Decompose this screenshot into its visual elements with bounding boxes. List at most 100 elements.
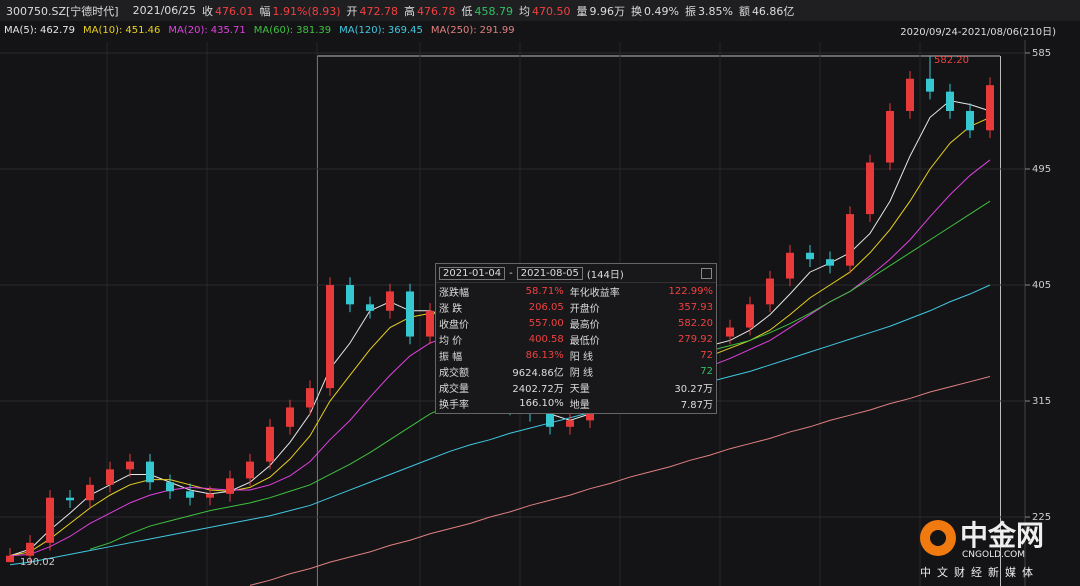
ma-line [249,376,991,586]
candle-body [826,259,834,266]
legend-value: 291.99 [479,24,515,36]
candle-body [926,78,934,92]
y-tick-label: 405 [1032,280,1051,291]
candle-body [126,461,134,470]
close-button[interactable] [701,267,712,279]
stat-value: 279.92 [678,333,713,345]
legend-name: MA(120): [339,24,385,36]
quote-field: 均 470.50 [519,3,571,19]
candle-body [246,461,254,479]
legend-value: 369.45 [387,24,423,36]
quote-field: 收 476.01 [202,3,254,19]
field-label: 幅 [259,4,271,18]
day-count: (144日) [586,269,624,281]
legend-entry: MA(120): 369.45 [339,25,423,36]
stat-value: 582.20 [678,317,713,329]
legend-value: 381.39 [296,24,332,36]
field-value: 476.01 [215,4,254,18]
stats-row: 均 价 400.58 最低价 279.92 [436,331,716,347]
stat-label: 均 价 [439,335,463,347]
stat-label: 成交额 [439,367,469,379]
quote-field: 低 458.79 [462,3,514,19]
stat-value: 9624.86亿 [512,367,564,379]
quote-field: 开 472.78 [347,3,399,19]
stat-label: 年化收益率 [569,287,620,299]
stat-value: 30.27万 [674,383,713,395]
stats-row: 成交量 2402.72万 天量 30.27万 [436,379,716,395]
stat-value: 557.00 [528,317,564,329]
candle-body [726,327,734,337]
field-value: 476.78 [417,4,456,18]
field-label: 额 [738,4,750,18]
stats-row: 收盘价 557.00 最高价 582.20 [436,315,716,331]
legend-name: MA(10): [83,24,123,36]
field-label: 换 [631,4,643,18]
field-label: 开 [346,4,358,18]
brand: 中金网 [960,519,1045,552]
legend-entry: MA(20): 435.71 [168,25,245,36]
candle-body [186,491,194,498]
candle-body [906,78,914,111]
annotation: 582.20 [934,55,969,66]
candle-body [286,407,294,427]
legend-value: 451.46 [125,24,161,36]
legend-entry: MA(250): 291.99 [431,25,515,36]
field-label: 均 [519,4,531,18]
field-label: 量 [576,4,588,18]
ma-legend: MA(5): 462.79 MA(10): 451.46 MA(20): 435.71 MA… [0,21,1080,39]
stat-value: 2402.72万 [512,383,564,395]
stat-label: 开盘价 [569,303,600,315]
field-label: 收 [202,4,213,18]
legend-entry: MA(5): 462.79 [4,25,75,36]
stat-value: 357.93 [678,301,713,313]
quote-field: 换 0.49% [631,3,679,19]
stat-label: 阳 线 [569,351,593,363]
y-tick-label: 495 [1032,164,1051,175]
candle-body [946,91,954,111]
stat-label: 涨跌幅 [439,287,469,299]
quote-field: 额 46.86亿 [739,3,795,19]
site: CNGOLD.COM [962,550,1026,560]
field-value: 3.85% [697,4,733,18]
axis-bg [1025,40,1080,586]
candle-body [766,278,774,305]
field-label: 高 [404,4,416,18]
stat-label: 最高价 [569,319,600,331]
legend-name: MA(250): [430,24,477,36]
field-value: 9.96万 [589,4,626,18]
stat-value: 72 [700,365,713,377]
field-value: 0.49% [644,4,679,18]
stat-label: 换手率 [439,399,469,411]
annotation: 190.02 [20,557,55,568]
candle-body [846,214,854,266]
ma-line [9,284,991,566]
stat-value: 400.58 [528,333,564,345]
field-label: 振 [684,4,696,18]
y-tick-label: 225 [1032,512,1051,523]
candle-body [966,110,974,131]
stat-label: 地量 [569,399,590,411]
date-range[interactable]: 2020/09/24-2021/08/06(210日) [900,27,1056,38]
stat-value: 58.71% [525,285,564,297]
stat-label: 最低价 [569,335,600,347]
end-date[interactable]: 2021-08-05 [516,266,583,280]
field-value: 46.86亿 [751,4,795,18]
candle-body [426,310,434,337]
stat-value: 166.10% [519,397,564,409]
candle-body [106,469,114,485]
stat-value: 7.87万 [680,399,713,411]
stats-row: 涨跌幅 58.71% 年化收益率 122.99% [436,283,716,299]
stats-row: 涨 跌 206.05 开盘价 357.93 [436,299,716,315]
candle-body [66,497,74,501]
candle-body [366,304,374,311]
candle-body [986,85,994,131]
stat-label: 天量 [569,383,590,395]
stat-label: 收盘价 [439,319,469,331]
quote-date: 2021/06/25 [132,4,196,17]
y-tick-label: 585 [1032,48,1051,59]
start-date[interactable]: 2021-01-04 [439,266,506,280]
quote-header: 300750.SZ[宁德时代] 2021/06/25 收 476.01 幅 1.91%… [0,0,1080,21]
quote-field: 量 9.96万 [577,3,626,19]
candle-body [326,284,334,389]
interval-stats-popup: 2021-01-04 - 2021-08-05 (144日) 涨跌幅 58.71%… [435,263,717,414]
